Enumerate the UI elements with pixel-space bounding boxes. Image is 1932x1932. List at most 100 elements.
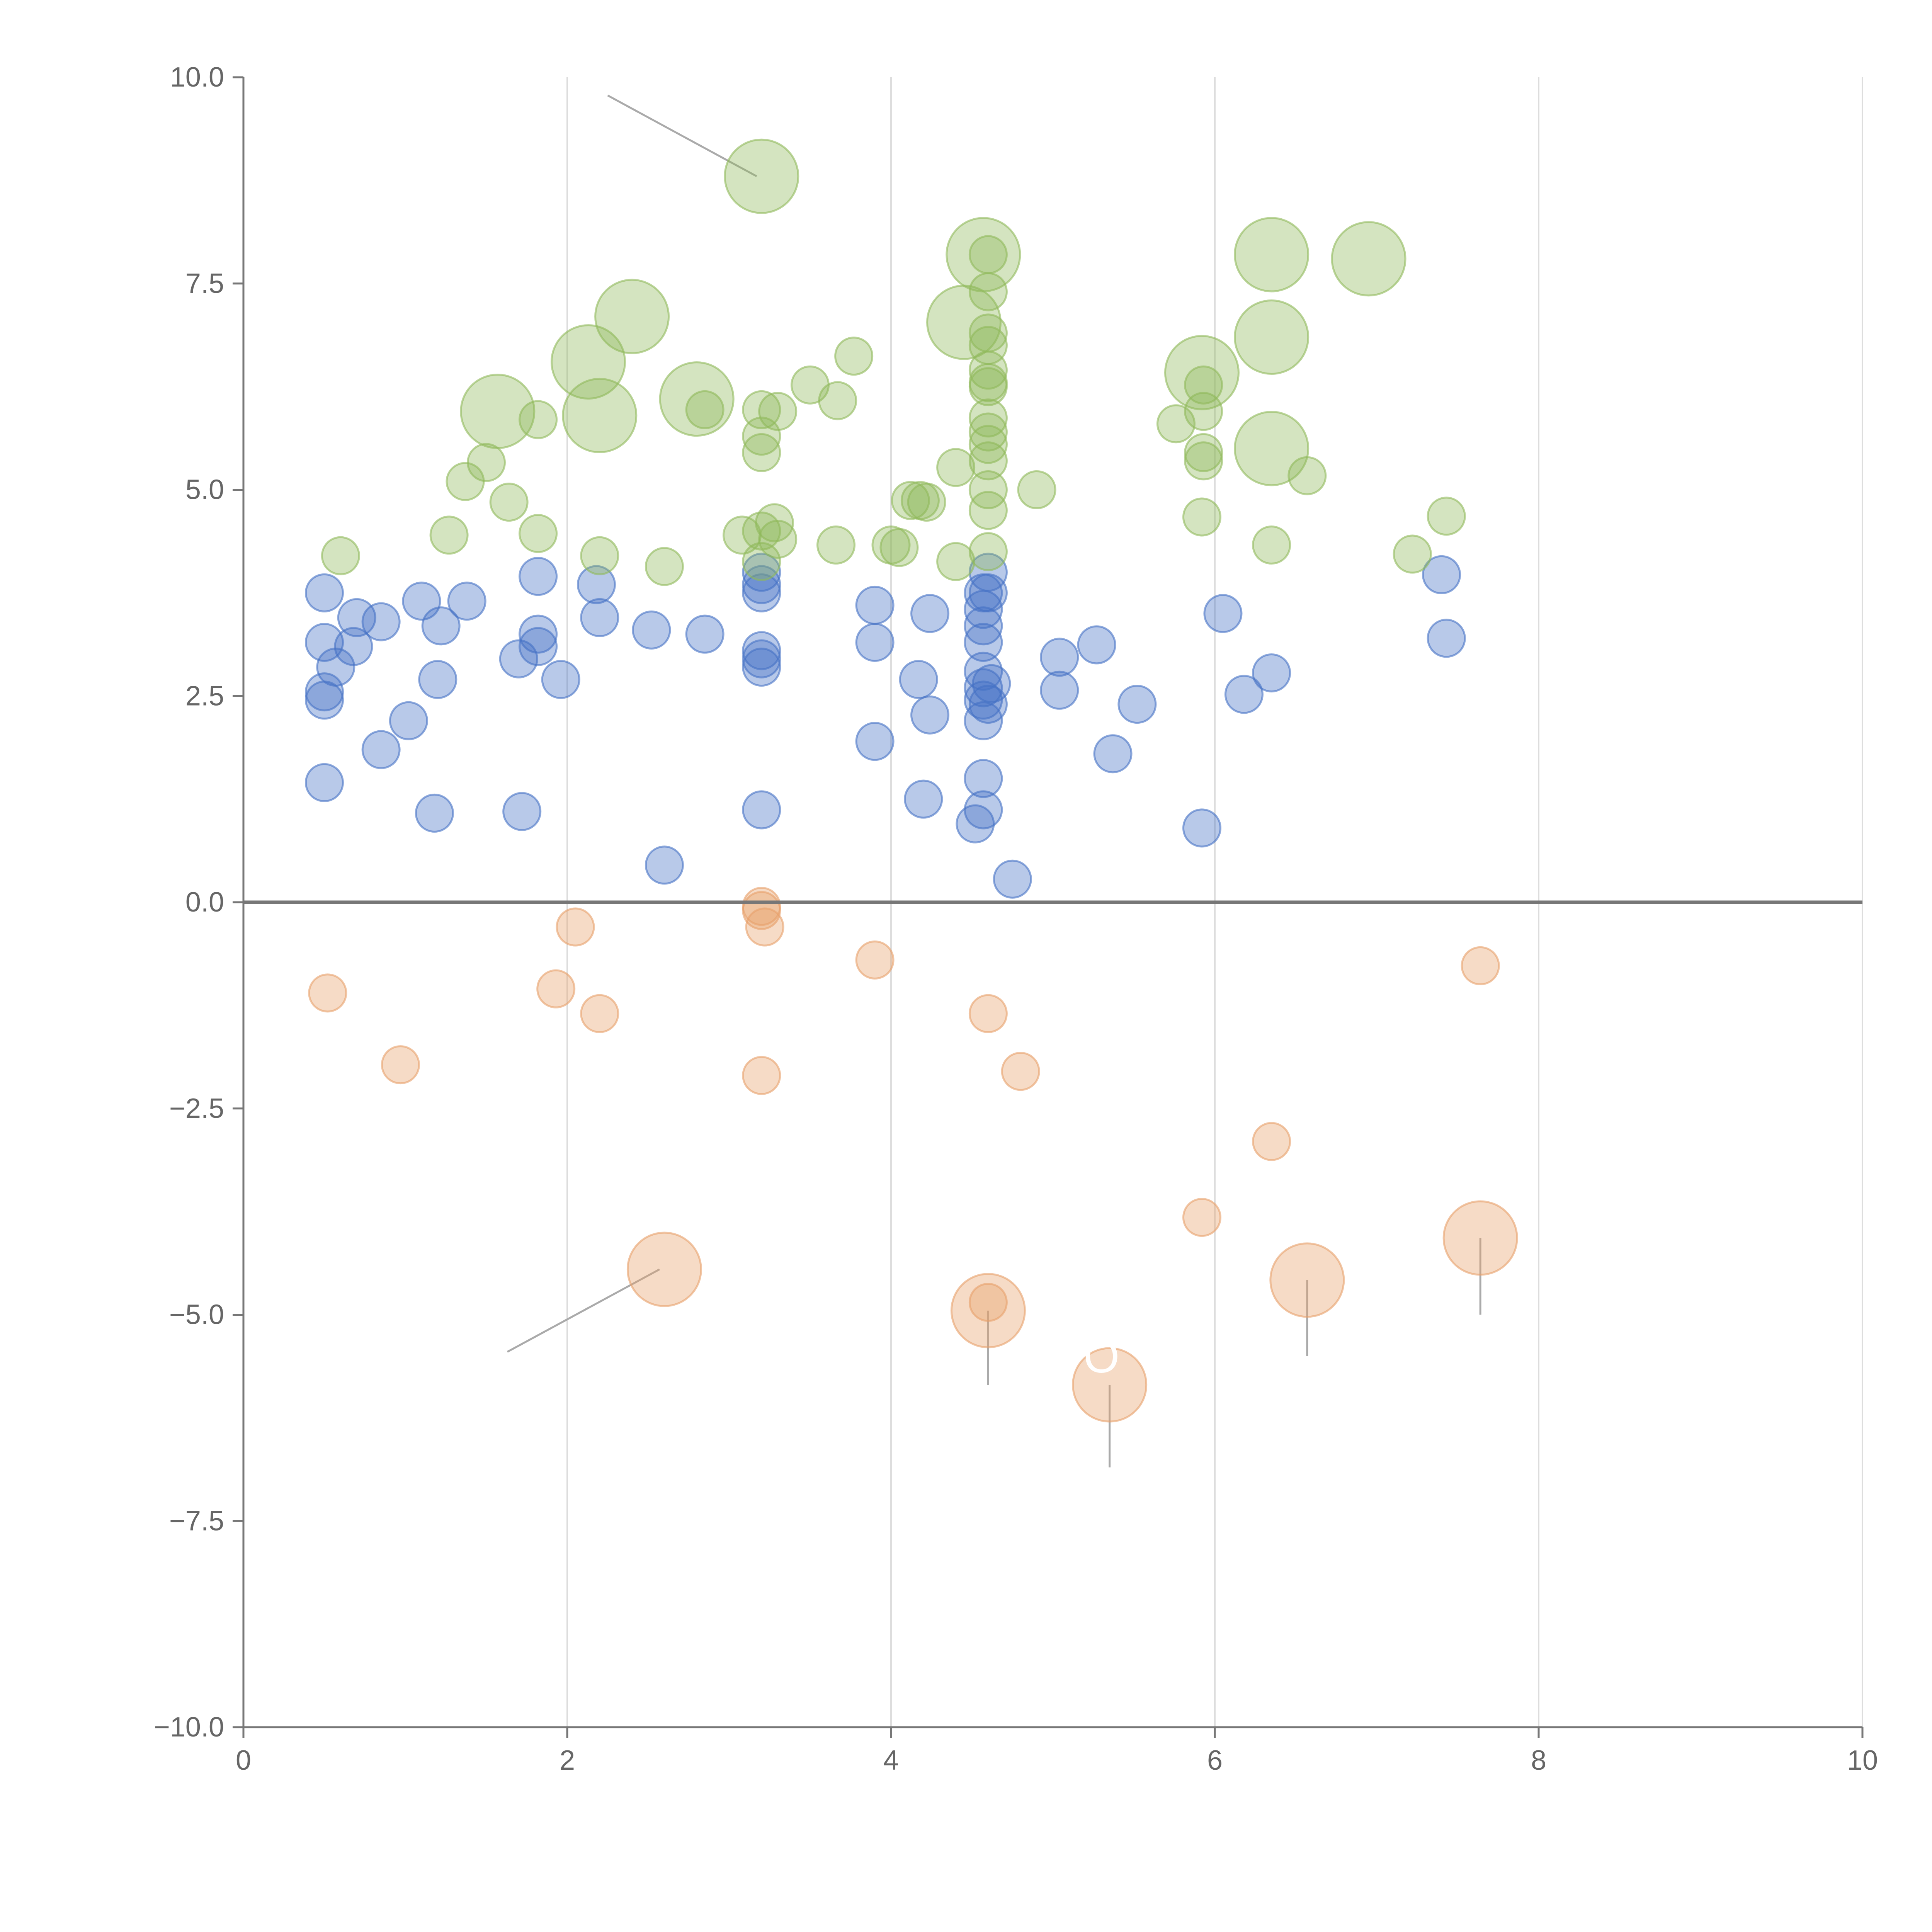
x-tick-label: 6 bbox=[1207, 1745, 1223, 1776]
point-orange bbox=[536, 969, 576, 1009]
point-green bbox=[742, 417, 781, 456]
point-blue bbox=[964, 622, 1003, 662]
x-tick-label: 2 bbox=[560, 1745, 575, 1776]
point-blue bbox=[418, 660, 457, 699]
point-orange bbox=[580, 994, 619, 1033]
point-blue bbox=[968, 573, 1008, 612]
point-green bbox=[321, 536, 360, 575]
point-blue bbox=[1422, 555, 1461, 594]
point-blue bbox=[972, 664, 1011, 703]
point-blue bbox=[964, 759, 1003, 798]
y-tick-label: −10.0 bbox=[154, 1712, 224, 1743]
annotations: O bbox=[1083, 1331, 1119, 1383]
point-green bbox=[562, 378, 638, 453]
point-blue bbox=[910, 695, 950, 735]
point-blue bbox=[519, 614, 558, 654]
point-green bbox=[1234, 217, 1310, 293]
y-tick-label: −5.0 bbox=[169, 1299, 224, 1330]
point-green bbox=[659, 361, 735, 437]
point-blue bbox=[389, 701, 428, 740]
point-orange bbox=[1182, 1198, 1221, 1237]
point-blue bbox=[742, 639, 781, 679]
point-blue bbox=[742, 648, 781, 687]
point-blue bbox=[541, 660, 580, 699]
y-tick-label: 10.0 bbox=[170, 62, 224, 93]
point-orange bbox=[950, 1273, 1026, 1349]
point-orange bbox=[1442, 1200, 1518, 1276]
point-blue bbox=[1182, 808, 1221, 848]
point-green bbox=[1184, 433, 1223, 472]
y-tick-label: −7.5 bbox=[169, 1505, 224, 1536]
y-tick-label: 5.0 bbox=[185, 474, 224, 505]
point-green bbox=[968, 412, 1008, 452]
point-blue bbox=[964, 606, 1003, 646]
x-tick-label: 10 bbox=[1847, 1745, 1878, 1776]
point-green bbox=[742, 433, 781, 472]
point-blue bbox=[1077, 625, 1116, 665]
point-blue bbox=[580, 598, 619, 637]
point-orange bbox=[742, 1056, 781, 1095]
y-tick-label: 2.5 bbox=[185, 680, 224, 711]
point-green bbox=[1427, 497, 1466, 536]
x-tick-label: 4 bbox=[883, 1745, 899, 1776]
point-orange bbox=[968, 994, 1008, 1033]
y-tick-label: −2.5 bbox=[169, 1093, 224, 1124]
data-points bbox=[305, 138, 1518, 1423]
point-blue bbox=[415, 793, 454, 833]
point-green bbox=[818, 381, 857, 420]
point-green bbox=[1287, 456, 1327, 495]
point-green bbox=[645, 547, 684, 586]
point-green bbox=[891, 481, 930, 520]
point-blue bbox=[742, 565, 781, 604]
point-green bbox=[968, 367, 1008, 406]
point-blue bbox=[1093, 734, 1133, 774]
point-orange bbox=[1001, 1052, 1040, 1091]
point-blue bbox=[305, 573, 344, 612]
point-blue bbox=[632, 610, 671, 650]
point-green bbox=[907, 483, 946, 522]
point-blue bbox=[447, 582, 486, 621]
point-blue bbox=[1040, 638, 1079, 677]
point-green bbox=[429, 515, 469, 555]
point-blue bbox=[1203, 594, 1243, 633]
point-blue bbox=[305, 680, 344, 720]
point-green bbox=[685, 390, 724, 429]
point-green bbox=[489, 483, 529, 522]
point-green bbox=[594, 279, 670, 354]
point-blue bbox=[502, 792, 542, 831]
point-blue bbox=[577, 565, 616, 604]
x-tick-label: 0 bbox=[236, 1745, 251, 1776]
point-green bbox=[968, 441, 1008, 481]
point-orange bbox=[855, 940, 895, 980]
point-green bbox=[936, 542, 976, 581]
point-blue bbox=[1427, 619, 1466, 658]
point-blue bbox=[855, 622, 895, 662]
point-green bbox=[816, 526, 856, 565]
point-blue bbox=[993, 859, 1032, 899]
point-green bbox=[1234, 299, 1310, 375]
point-green bbox=[742, 542, 781, 581]
point-blue bbox=[305, 672, 344, 712]
point-blue bbox=[1040, 670, 1079, 710]
point-blue bbox=[421, 606, 461, 646]
point-orange bbox=[745, 907, 784, 947]
point-blue bbox=[519, 557, 558, 596]
point-green bbox=[1252, 526, 1291, 565]
point-blue bbox=[742, 631, 781, 670]
point-orange bbox=[556, 907, 595, 947]
point-orange bbox=[1252, 1122, 1291, 1161]
point-blue bbox=[968, 553, 1008, 592]
point-blue bbox=[685, 614, 724, 654]
point-blue bbox=[645, 845, 684, 885]
point-blue bbox=[742, 790, 781, 830]
series-green bbox=[321, 138, 1466, 586]
point-green bbox=[758, 520, 798, 559]
point-green bbox=[1184, 441, 1223, 481]
point-blue bbox=[361, 730, 401, 769]
point-green bbox=[968, 532, 1008, 571]
point-blue bbox=[1117, 685, 1157, 724]
point-blue bbox=[1224, 675, 1264, 714]
point-orange bbox=[626, 1231, 702, 1307]
point-green bbox=[1184, 392, 1223, 431]
point-blue bbox=[742, 553, 781, 592]
